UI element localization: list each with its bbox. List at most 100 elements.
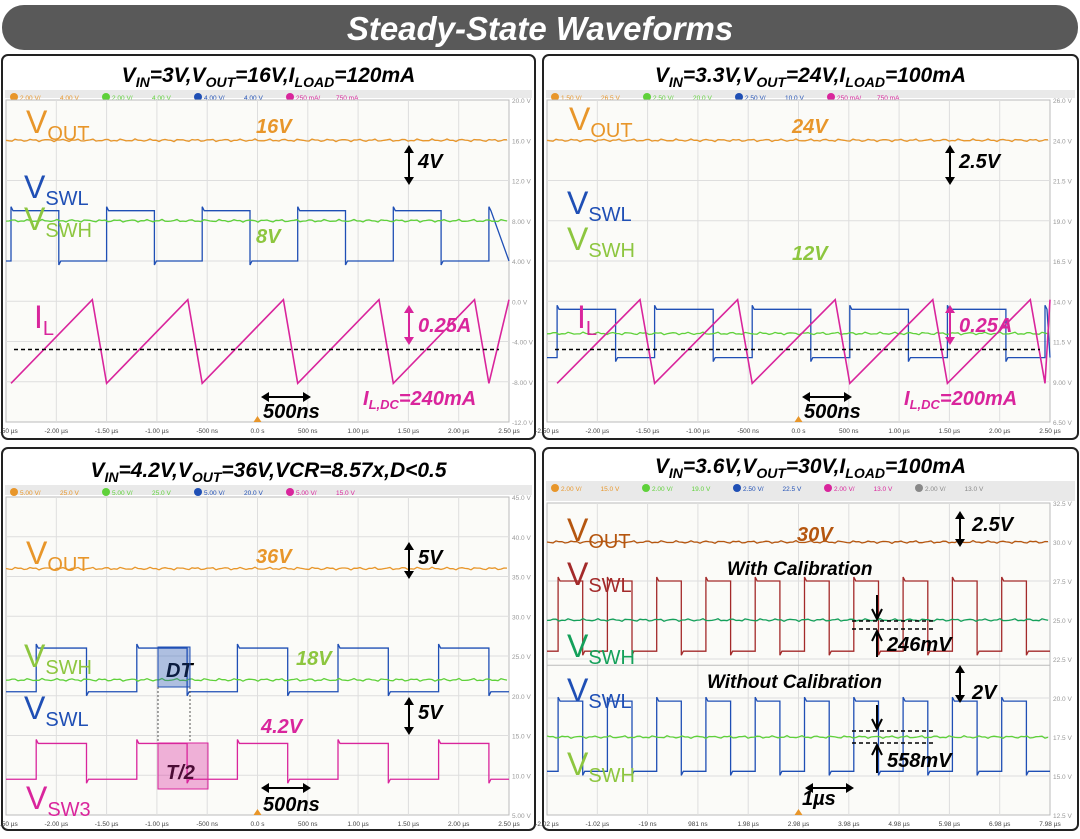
y-tick-label: 16.0 V — [512, 138, 531, 145]
toolbar-value: 13.0 V — [965, 486, 984, 493]
y-tick-label: 32.5 V — [1053, 501, 1072, 508]
trigger-marker — [794, 809, 803, 815]
y-tick-label: 12.0 V — [512, 179, 531, 186]
toolbar-value: 5.00 V/ — [20, 490, 41, 497]
annotation-val-vout: 36V — [256, 546, 293, 568]
series-il — [10, 297, 510, 386]
y-tick-label: 8.00 V — [512, 219, 531, 226]
y-tick-label: 15.0 V — [1053, 774, 1072, 781]
annotation-val-vout: 16V — [256, 116, 293, 138]
dt-highlight — [157, 646, 191, 688]
toolbar-value: 2.00 V/ — [834, 486, 855, 493]
plot-area — [546, 99, 1051, 423]
signal-label-il: IL — [34, 299, 54, 340]
toolbar-value: 5.00 V/ — [296, 490, 317, 497]
signal-label-vswl: VSWL — [24, 169, 89, 210]
signal-label-vswl2: VSWL — [567, 672, 632, 713]
x-tick-label: 1.98 µs — [737, 821, 759, 828]
arrow-scale-v — [945, 145, 955, 185]
x-tick-label: -2.00 µs — [44, 428, 68, 435]
arrow-time — [802, 392, 852, 402]
signal-label-vswh: VSWH — [24, 201, 92, 242]
y-tick-label: 26.0 V — [1053, 98, 1072, 105]
toolbar-value: 19.0 V — [692, 486, 711, 493]
y-tick-label: 27.5 V — [1053, 579, 1072, 586]
x-tick-label: 1.50 µs — [398, 428, 420, 435]
y-tick-label: 25.0 V — [1053, 618, 1072, 625]
toolbar-value: 250 mA/ — [296, 95, 320, 102]
panel-title: VIN=3.6V,VOUT=30V,ILOAD=100mA — [655, 455, 966, 481]
series-vswl — [6, 206, 510, 266]
y-tick-label: 10.0 V — [512, 773, 531, 780]
annotation-val-vsw: 18V — [296, 648, 333, 670]
toolbar-value: 2.00 V/ — [20, 95, 41, 102]
channel-icon — [286, 93, 294, 101]
annotation-val-vsw: 12V — [792, 243, 829, 265]
annotation-scale-v2: 2V — [971, 682, 998, 704]
signal-label-vswl1: VSWL — [567, 556, 632, 597]
channel-icon — [733, 484, 741, 492]
x-tick-label: 0.0 s — [250, 821, 265, 828]
x-tick-label: -19 ns — [639, 821, 658, 828]
series-vswl — [547, 305, 1051, 362]
toolbar-value: 1.50 V/ — [561, 95, 582, 102]
annotations: 36V 18V 4.2V 5V 5V DT T/2 500ns — [157, 542, 444, 816]
y-tick-label: 45.0 V — [512, 495, 531, 502]
toolbar-value: 20.0 V — [693, 95, 712, 102]
x-tick-label: -1.50 µs — [636, 428, 660, 435]
ripple-arrow — [871, 628, 883, 657]
panels: VIN=3V,VOUT=16V,ILOAD=120mA 2.00 V/4.00 V… — [0, 54, 1079, 831]
signal-label-vout: VOUT — [26, 535, 90, 576]
arrow-time — [261, 783, 311, 793]
channel-icon — [102, 488, 110, 496]
scope-toolbar: 5.00 V/25.0 V 5.00 V/25.0 V 5.00 V/20.0 V 5… — [5, 485, 532, 497]
toolbar-value: 25.0 V — [152, 490, 171, 497]
annotation-ripple2: 558mV — [887, 750, 953, 772]
y-tick-label: 21.5 V — [1053, 179, 1072, 186]
series-vout — [546, 539, 1049, 545]
annotation-scale-v2: 5V — [418, 702, 444, 724]
arrow-scale-v — [404, 145, 414, 185]
toolbar-value: 2.00 V/ — [112, 95, 133, 102]
toolbar-value: 20.0 V — [244, 490, 263, 497]
ripple-arrow — [871, 742, 883, 773]
toolbar-value: 4.00 V — [60, 95, 79, 102]
annotation-scale-v: 2.5V — [958, 151, 1002, 173]
series-vswl — [6, 643, 509, 697]
chart-panel-1: VIN=3V,VOUT=16V,ILOAD=120mA 2.00 V/4.00 V… — [0, 54, 536, 440]
annotation-ripple1: 246mV — [886, 634, 953, 656]
ripple-arrow — [871, 705, 883, 732]
scope-toolbar: 1.50 V/26.5 V 2.50 V/20.0 V 2.50 V/10.0 V 2… — [546, 90, 1075, 102]
signal-label-vswh: VSWH — [567, 221, 635, 262]
x-tick-label: 0.0 s — [791, 428, 806, 435]
signal-label-vswl: VSWL — [567, 185, 632, 226]
channel-icon — [194, 488, 202, 496]
y-tick-label: 30.0 V — [512, 614, 531, 621]
annotation-time: 500ns — [263, 794, 320, 816]
toolbar-value: 2.50 V/ — [743, 486, 764, 493]
y-tick-label: 19.0 V — [1053, 219, 1072, 226]
series-vswh — [546, 331, 1049, 336]
x-tick-label: 1.00 µs — [888, 428, 910, 435]
x-tick-label: -1.50 µs — [95, 821, 119, 828]
panel-title: VIN=3.3V,VOUT=24V,ILOAD=100mA — [655, 64, 966, 90]
x-tick-label: -500 ns — [196, 428, 218, 435]
channel-icon — [735, 93, 743, 101]
x-tick-label: 2.00 µs — [448, 428, 470, 435]
panel-title: VIN=3V,VOUT=16V,ILOAD=120mA — [122, 64, 416, 90]
annotation-t2: T/2 — [166, 762, 195, 784]
channel-icon — [824, 484, 832, 492]
signal-label-il: IL — [577, 299, 597, 340]
channel-icon — [286, 488, 294, 496]
signal-label-vout: VOUT — [26, 104, 90, 145]
trigger-marker — [253, 416, 262, 422]
y-tick-label: -8.00 V — [512, 380, 534, 387]
y-tick-label: 35.0 V — [512, 575, 531, 582]
toolbar-value: 10.0 V — [785, 95, 804, 102]
toolbar-value: 15.0 V — [601, 486, 620, 493]
annotation-scale-v: 2.5V — [971, 514, 1015, 536]
annotation-time: 1µs — [802, 788, 836, 810]
